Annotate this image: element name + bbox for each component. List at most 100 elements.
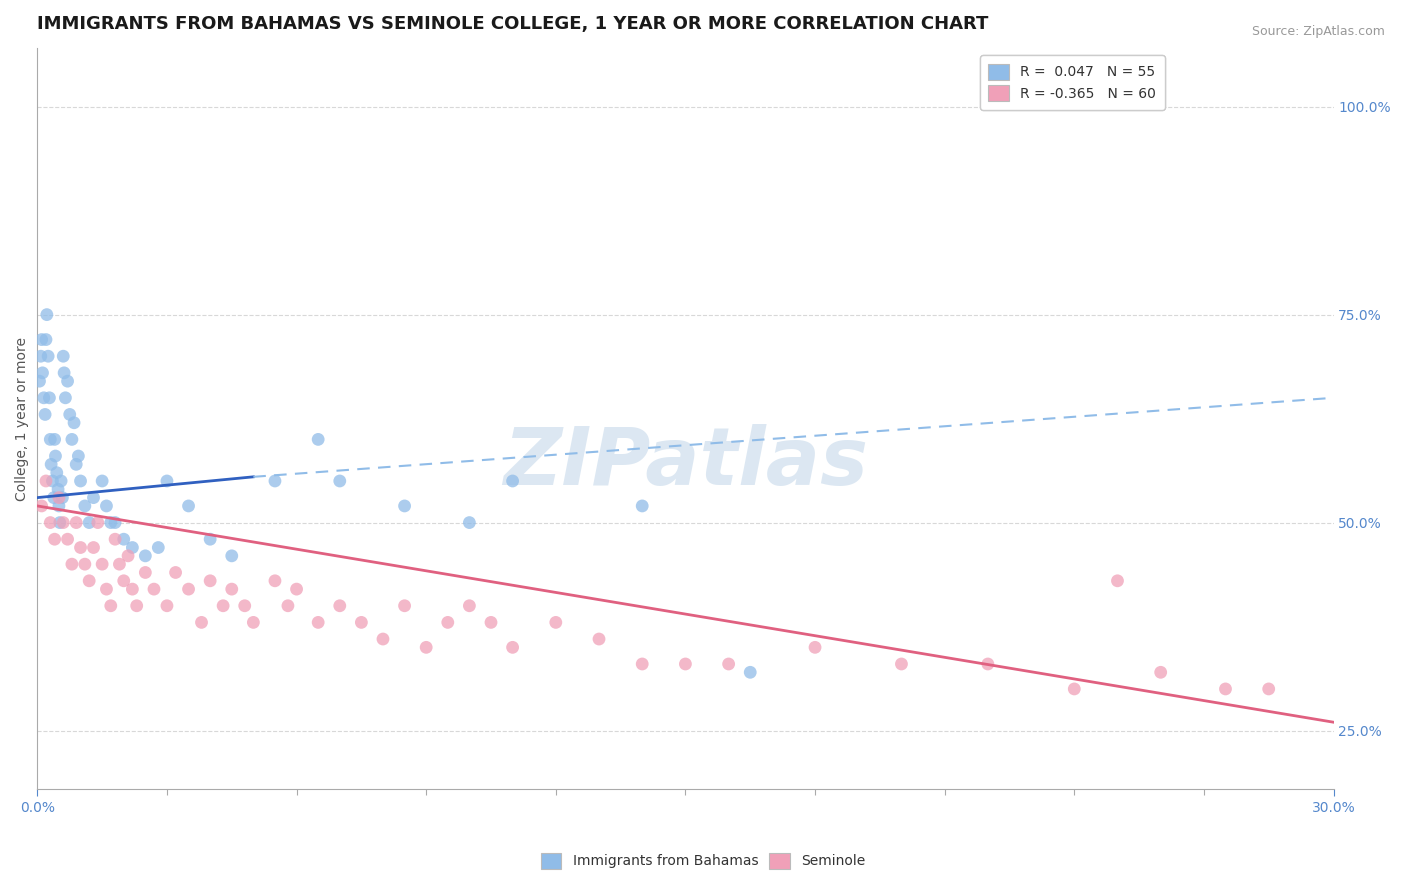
Point bbox=[83, 491, 105, 505]
Point bbox=[350, 615, 373, 630]
Point bbox=[35, 308, 58, 322]
Point bbox=[673, 657, 696, 671]
Point bbox=[31, 366, 53, 380]
Point bbox=[60, 433, 83, 447]
Point bbox=[38, 391, 60, 405]
Point bbox=[977, 657, 1000, 671]
Point bbox=[458, 516, 481, 530]
Point bbox=[143, 582, 166, 596]
Point bbox=[177, 582, 200, 596]
Point bbox=[37, 349, 59, 363]
Point bbox=[233, 599, 256, 613]
Point bbox=[100, 599, 122, 613]
Point bbox=[96, 499, 118, 513]
Point bbox=[631, 499, 654, 513]
Text: IMMIGRANTS FROM BAHAMAS VS SEMINOLE COLLEGE, 1 YEAR OR MORE CORRELATION CHART: IMMIGRANTS FROM BAHAMAS VS SEMINOLE COLL… bbox=[38, 15, 988, 33]
Point bbox=[65, 458, 87, 472]
Point bbox=[31, 499, 53, 513]
Point bbox=[121, 582, 143, 596]
Point bbox=[890, 657, 912, 671]
Point bbox=[100, 516, 122, 530]
Point bbox=[371, 632, 394, 646]
Point bbox=[458, 599, 481, 613]
Point bbox=[221, 582, 243, 596]
Point bbox=[502, 640, 524, 655]
Legend: R =  0.047   N = 55, R = -0.365   N = 60: R = 0.047 N = 55, R = -0.365 N = 60 bbox=[980, 55, 1164, 110]
Point bbox=[63, 416, 86, 430]
Point bbox=[34, 408, 56, 422]
Point bbox=[46, 483, 69, 497]
Point bbox=[329, 474, 352, 488]
Point bbox=[31, 333, 53, 347]
Point bbox=[42, 491, 65, 505]
Point bbox=[77, 574, 100, 588]
Point bbox=[277, 599, 299, 613]
Point bbox=[394, 499, 416, 513]
Point bbox=[221, 549, 243, 563]
Point bbox=[44, 449, 66, 463]
Point bbox=[264, 574, 287, 588]
Point bbox=[52, 349, 75, 363]
Point bbox=[177, 499, 200, 513]
Point bbox=[53, 366, 76, 380]
Point bbox=[1107, 574, 1129, 588]
Point bbox=[91, 474, 114, 488]
Point bbox=[134, 566, 156, 580]
Point bbox=[39, 433, 62, 447]
Point bbox=[242, 615, 264, 630]
Point bbox=[112, 532, 135, 546]
Point bbox=[112, 574, 135, 588]
Point bbox=[631, 657, 654, 671]
Point bbox=[39, 458, 62, 472]
Point bbox=[134, 549, 156, 563]
Point bbox=[740, 665, 762, 680]
Point bbox=[156, 474, 179, 488]
Point bbox=[544, 615, 567, 630]
Point bbox=[52, 516, 75, 530]
Point bbox=[104, 532, 127, 546]
Point bbox=[436, 615, 458, 630]
Point bbox=[329, 599, 352, 613]
Point bbox=[56, 374, 79, 388]
Point bbox=[212, 599, 235, 613]
Point bbox=[41, 474, 63, 488]
Point bbox=[48, 491, 70, 505]
Point bbox=[39, 516, 62, 530]
Point bbox=[588, 632, 610, 646]
Point bbox=[804, 640, 827, 655]
Point bbox=[67, 449, 90, 463]
Text: ZIPatlas: ZIPatlas bbox=[503, 424, 868, 502]
Point bbox=[73, 557, 96, 571]
Point bbox=[307, 615, 329, 630]
Point bbox=[96, 582, 118, 596]
Point bbox=[49, 474, 72, 488]
Y-axis label: College, 1 year or more: College, 1 year or more bbox=[15, 336, 30, 500]
Point bbox=[65, 516, 87, 530]
Point bbox=[69, 541, 91, 555]
Point bbox=[190, 615, 212, 630]
Text: Source: ZipAtlas.com: Source: ZipAtlas.com bbox=[1251, 25, 1385, 38]
Point bbox=[51, 491, 73, 505]
Point bbox=[28, 374, 51, 388]
Point bbox=[35, 333, 58, 347]
Point bbox=[35, 474, 58, 488]
Point bbox=[49, 516, 72, 530]
Point bbox=[32, 391, 55, 405]
Point bbox=[502, 474, 524, 488]
Point bbox=[1215, 681, 1237, 696]
Point bbox=[156, 599, 179, 613]
Point bbox=[73, 499, 96, 513]
Legend: Immigrants from Bahamas, Seminole: Immigrants from Bahamas, Seminole bbox=[536, 847, 870, 874]
Point bbox=[48, 499, 70, 513]
Point bbox=[479, 615, 502, 630]
Point bbox=[307, 433, 329, 447]
Point bbox=[30, 349, 52, 363]
Point bbox=[104, 516, 127, 530]
Point bbox=[59, 408, 82, 422]
Point bbox=[56, 532, 79, 546]
Point bbox=[91, 557, 114, 571]
Point bbox=[69, 474, 91, 488]
Point bbox=[285, 582, 308, 596]
Point bbox=[121, 541, 143, 555]
Point bbox=[117, 549, 139, 563]
